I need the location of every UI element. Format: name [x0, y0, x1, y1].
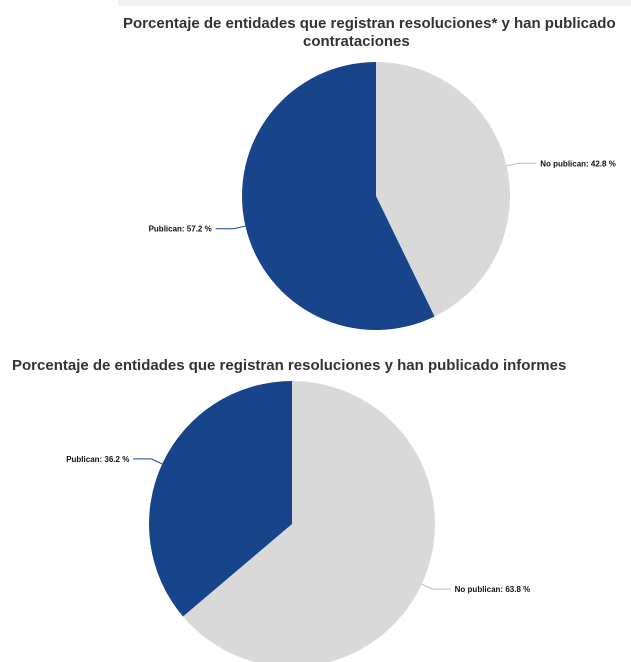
pie-chart-contrataciones: Porcentaje de entidades que registran re… [0, 6, 631, 328]
leader-line [216, 226, 246, 229]
slice-label: Publican: 57.2 % [149, 225, 212, 234]
leader-line [133, 459, 162, 464]
leader-line [507, 163, 537, 166]
slice-label: No publican: 63.8 % [455, 585, 531, 594]
slice-label: Publican: 36.2 % [66, 455, 129, 464]
leader-line [422, 584, 451, 589]
pie-svg: No publican: 63.8 % Publican: 36.2 % [0, 350, 631, 662]
pie-chart-informes: Porcentaje de entidades que registran re… [0, 350, 631, 662]
slice-label: No publican: 42.8 % [540, 159, 616, 168]
pie-svg: No publican: 42.8 % Publican: 57.2 % [0, 6, 631, 328]
